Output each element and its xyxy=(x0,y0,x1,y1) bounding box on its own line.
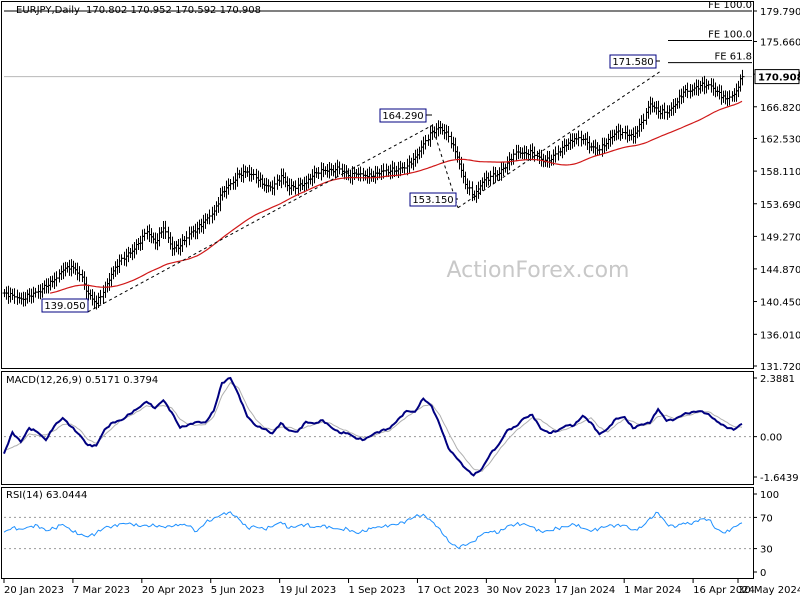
x-tick-label: 17 Oct 2023 xyxy=(417,585,479,596)
macd-label: MACD(12,26,9) 0.5171 0.3794 xyxy=(6,375,158,386)
swing-line xyxy=(431,125,459,208)
price-annotation: 153.150 xyxy=(409,192,458,207)
moving-average-line xyxy=(49,100,743,294)
y-tick-label: 153.690 xyxy=(760,200,800,211)
header-symbol: EURJPY,Daily xyxy=(16,5,80,16)
x-tick-label: 30 May 2024 xyxy=(738,585,800,596)
x-tick-label: 30 Nov 2023 xyxy=(486,585,550,596)
price-layer: FE 100.0 FE 100.0 FE 61.8 139.050 164.290 153… xyxy=(2,0,752,313)
price-bar xyxy=(740,69,745,86)
rsi-tick-label: 30 xyxy=(760,545,773,556)
macd-tick-label: 0.00 xyxy=(760,433,782,444)
current-price-label: 170.908 xyxy=(758,73,800,84)
x-tick-label: 19 Jul 2023 xyxy=(280,585,337,596)
fib-level-label: FE 61.8 xyxy=(714,52,752,63)
chart-header: EURJPY,Daily 170.802 170.952 170.592 170… xyxy=(16,5,261,16)
header-ohlc: 170.802 170.952 170.592 170.908 xyxy=(86,5,261,16)
fib-level-label: FE 100.0 xyxy=(708,0,752,11)
rsi-label: RSI(14) 63.0444 xyxy=(6,490,87,501)
x-tick-label: 20 Apr 2023 xyxy=(142,585,204,596)
macd-panel xyxy=(1,371,754,485)
y-tick-label: 144.870 xyxy=(760,265,800,276)
y-tick-label: 131.720 xyxy=(760,362,800,373)
swing-line xyxy=(457,71,661,209)
y-tick-label: 140.450 xyxy=(760,298,800,309)
y-tick-label: 179.790 xyxy=(760,7,800,18)
watermark: ActionForex.com xyxy=(447,258,630,283)
annotation-label: 153.150 xyxy=(412,195,453,206)
y-tick-label: 175.660 xyxy=(760,38,800,49)
rsi-tick-label: 70 xyxy=(760,513,773,524)
rsi-layer xyxy=(3,511,752,550)
axis-layer: 179.790175.660171.240166.820162.530158.1… xyxy=(3,7,800,596)
macd-main-line xyxy=(3,376,743,477)
y-tick-label: 158.110 xyxy=(760,167,800,178)
y-tick-label: 149.270 xyxy=(760,232,800,243)
rsi-panel xyxy=(1,487,754,579)
x-tick-label: 1 Mar 2024 xyxy=(624,585,681,596)
price-annotation: 164.290 xyxy=(379,108,432,123)
x-tick-label: 16 Apr 2024 xyxy=(693,585,755,596)
annotation-label: 164.290 xyxy=(382,111,423,122)
macd-layer xyxy=(3,376,752,477)
macd-tick-label: 2.3881 xyxy=(760,374,795,385)
rsi-line xyxy=(3,511,743,550)
macd-tick-label: -1.6439 xyxy=(760,473,799,484)
annotation-label: 139.050 xyxy=(44,301,85,312)
price-annotation: 139.050 xyxy=(41,298,89,313)
x-tick-label: 1 Sep 2023 xyxy=(349,585,406,596)
x-tick-label: 17 Jan 2024 xyxy=(555,585,615,596)
fib-level-label: FE 100.0 xyxy=(708,29,752,40)
x-tick-label: 7 Mar 2023 xyxy=(73,585,130,596)
swing-line xyxy=(87,125,433,313)
x-tick-label: 20 Jan 2023 xyxy=(4,585,64,596)
x-tick-label: 5 Jun 2023 xyxy=(211,585,265,596)
current-price-tag: 170.908 xyxy=(754,69,800,85)
y-tick-label: 166.820 xyxy=(760,103,800,114)
rsi-tick-label: 0 xyxy=(760,568,766,579)
y-tick-label: 136.010 xyxy=(760,330,800,341)
y-tick-label: 162.530 xyxy=(760,134,800,145)
rsi-tick-label: 100 xyxy=(760,490,779,501)
price-annotation: 171.580 xyxy=(609,54,660,69)
annotation-label: 171.580 xyxy=(612,57,653,68)
